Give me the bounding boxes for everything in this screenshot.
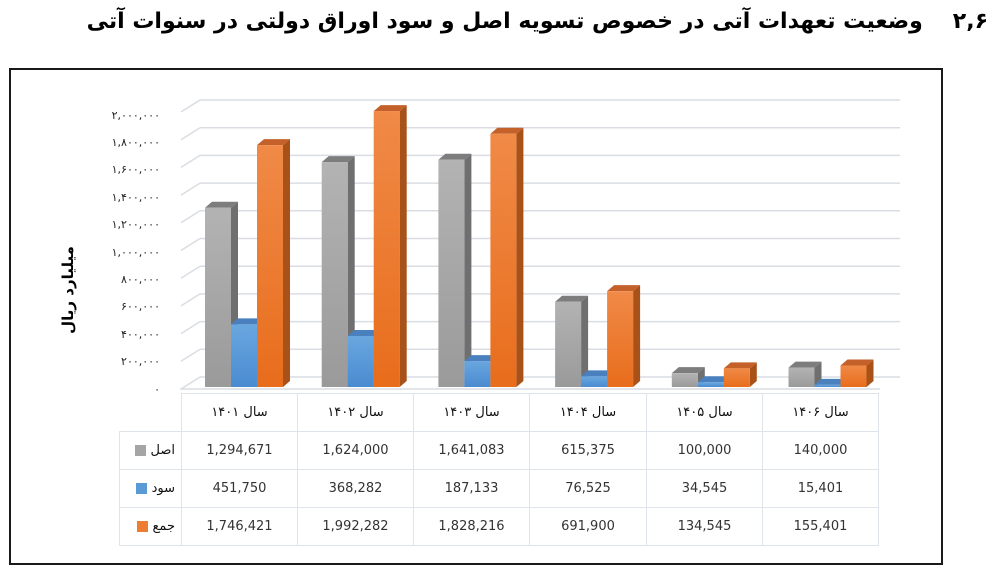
gridlines <box>180 99 900 390</box>
table-cell: 187,133 <box>413 469 530 508</box>
y-tick: ۰ <box>154 383 160 396</box>
table-cell: 1,294,671 <box>181 431 298 470</box>
bar <box>840 359 874 387</box>
y-tick: ۴۰۰,۰۰۰ <box>121 328 160 341</box>
title-text: وضعیت تعهدات آتی در خصوص تسویه اصل و سود… <box>86 9 923 34</box>
y-tick: ۱,۸۰۰,۰۰۰ <box>111 136 160 149</box>
table-row: اصل 1,294,671 1,624,000 1,641,083 615,37… <box>119 431 879 470</box>
data-table: سال ۱۴۰۱ سال ۱۴۰۲ سال ۱۴۰۳ سال ۱۴۰۴ سال … <box>119 393 879 546</box>
legend-total: جمع <box>119 507 182 546</box>
y-tick: ۲۰۰,۰۰۰ <box>121 355 160 368</box>
y-tick: ۱,۴۰۰,۰۰۰ <box>111 191 160 204</box>
table-row: جمع 1,746,421 1,992,282 1,828,216 691,90… <box>119 507 879 546</box>
table-cell: 134,545 <box>646 507 763 546</box>
table-cell: 155,401 <box>762 507 879 546</box>
y-tick: ۱,۰۰۰,۰۰۰ <box>111 246 160 259</box>
table-header: سال ۱۴۰۴ <box>529 393 647 432</box>
table-corner <box>119 393 182 432</box>
y-tick: ۲,۰۰۰,۰۰۰ <box>111 109 160 122</box>
y-tick: ۱,۶۰۰,۰۰۰ <box>111 163 160 176</box>
table-cell: 15,401 <box>762 469 879 508</box>
table-cell: 100,000 <box>646 431 763 470</box>
table-header: سال ۱۴۰۳ <box>413 393 530 432</box>
legend-label: جمع <box>152 519 175 534</box>
section-number: ۲,۶ <box>952 9 988 34</box>
table-cell: 1,992,282 <box>297 507 414 546</box>
table-cell: 368,282 <box>297 469 414 508</box>
bar <box>490 127 524 387</box>
bar <box>438 153 472 387</box>
legend-label: سود <box>151 481 175 496</box>
legend-principal: اصل <box>119 431 182 470</box>
table-header: سال ۱۴۰۲ <box>297 393 414 432</box>
bar <box>373 105 407 387</box>
legend-label: اصل <box>150 443 176 458</box>
chart-title: ۲,۶ وضعیت تعهدات آتی در خصوص تسویه اصل و … <box>87 4 988 40</box>
bar <box>671 367 705 387</box>
table-cell: 451,750 <box>181 469 298 508</box>
table-cell: 691,900 <box>529 507 647 546</box>
legend-interest: سود <box>119 469 182 508</box>
table-header: سال ۱۴۰۱ <box>181 393 298 432</box>
table-cell: 615,375 <box>529 431 647 470</box>
y-tick: ۸۰۰,۰۰۰ <box>121 273 160 286</box>
table-header: سال ۱۴۰۵ <box>646 393 763 432</box>
legend-swatch-blue-icon <box>135 483 147 494</box>
bar <box>723 362 757 387</box>
table-cell: 1,624,000 <box>297 431 414 470</box>
table-cell: 140,000 <box>762 431 879 470</box>
table-cell: 1,641,083 <box>413 431 530 470</box>
table-cell: 1,828,216 <box>413 507 530 546</box>
table-cell: 34,545 <box>646 469 763 508</box>
table-cell: 76,525 <box>529 469 647 508</box>
bar <box>607 285 641 387</box>
bar <box>555 295 589 387</box>
bar <box>321 156 355 387</box>
bars <box>205 105 874 387</box>
y-tick: ۱,۲۰۰,۰۰۰ <box>111 218 160 231</box>
table-cell: 1,746,421 <box>181 507 298 546</box>
table-row: سود 451,750 368,282 187,133 76,525 34,54… <box>119 469 879 508</box>
legend-swatch-orange-icon <box>136 521 148 532</box>
table-header-row: سال ۱۴۰۱ سال ۱۴۰۲ سال ۱۴۰۳ سال ۱۴۰۴ سال … <box>119 393 879 432</box>
y-tick: ۶۰۰,۰۰۰ <box>121 300 160 313</box>
table-header: سال ۱۴۰۶ <box>762 393 879 432</box>
legend-swatch-gray-icon <box>134 445 146 456</box>
bar <box>257 139 290 387</box>
